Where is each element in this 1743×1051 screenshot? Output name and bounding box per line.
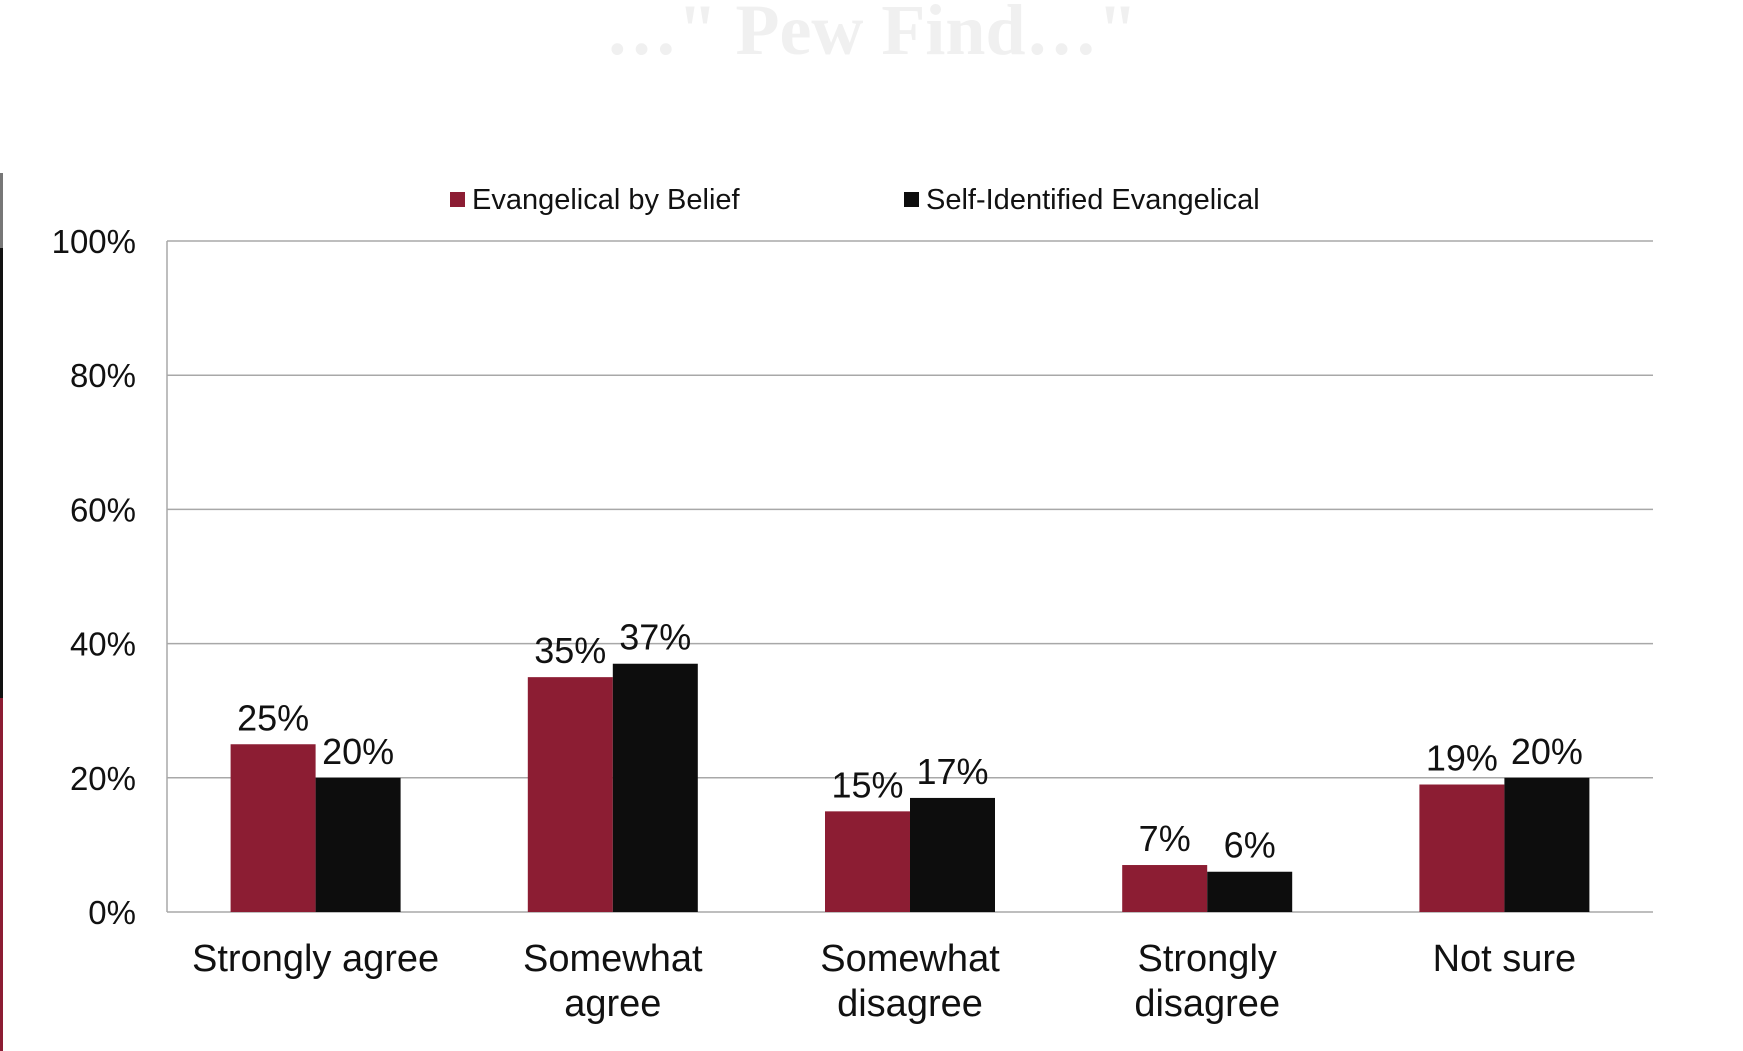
y-axis-ticks: 0% 20% 40% 60% 80% 100% [52, 223, 136, 931]
bar-self-4 [1504, 777, 1590, 912]
bars [230, 663, 1590, 912]
x-tick-label: Somewhat agree [523, 938, 703, 1025]
x-tick-line: disagree [837, 983, 983, 1025]
x-tick-line: Strongly agree [192, 938, 439, 980]
bar-belief-1 [527, 677, 613, 912]
x-tick-label: Somewhat disagree [820, 938, 1000, 1025]
y-tick-label: 40% [70, 626, 136, 663]
data-label: 37% [619, 617, 691, 658]
data-label: 15% [831, 764, 903, 805]
x-tick-line: disagree [1134, 983, 1280, 1025]
legend-label: Evangelical by Belief [472, 184, 741, 216]
bar-self-3 [1207, 871, 1293, 912]
y-tick-label: 80% [70, 357, 136, 394]
y-tick-label: 100% [52, 223, 136, 260]
data-label: 25% [237, 697, 309, 738]
y-tick-label: 0% [88, 894, 136, 931]
x-tick-line: agree [564, 983, 661, 1025]
bar-self-0 [315, 777, 401, 912]
data-label: 35% [534, 630, 606, 671]
x-tick-label: Strongly agree [192, 938, 439, 980]
x-tick-line: Strongly [1137, 938, 1276, 980]
bar-self-2 [910, 797, 995, 912]
x-tick-line: Somewhat [523, 938, 703, 980]
legend-swatch-self [904, 192, 919, 207]
data-label: 19% [1426, 738, 1498, 779]
data-label: 6% [1224, 825, 1276, 866]
x-tick-label: Strongly disagree [1134, 938, 1280, 1025]
legend-label: Self-Identified Evangelical [926, 184, 1260, 216]
y-tick-label: 20% [70, 760, 136, 797]
legend-swatch-belief [450, 192, 465, 207]
y-tick-label: 60% [70, 491, 136, 528]
data-label: 20% [1511, 731, 1583, 772]
faded-page-title: …" Pew Find…" [605, 0, 1138, 70]
slide-edge-accent-gray [0, 173, 3, 248]
slide-edge-accent-black [0, 248, 3, 698]
data-labels: 25% 20% 35% 37% 15% 17% 7% 6% 19% 20% [237, 617, 1583, 866]
x-tick-label: Not sure [1433, 938, 1577, 980]
data-label: 20% [322, 731, 394, 772]
x-tick-line: Not sure [1433, 938, 1577, 980]
legend: Evangelical by Belief Self-Identified Eva… [450, 184, 1260, 216]
x-tick-line: Somewhat [820, 938, 1000, 980]
bar-belief-0 [230, 744, 316, 912]
bar-belief-3 [1122, 865, 1208, 912]
bar-belief-2 [825, 811, 910, 912]
slide-edge-accent-red [0, 698, 3, 1051]
bar-belief-4 [1419, 784, 1505, 912]
data-label: 17% [916, 751, 988, 792]
data-label: 7% [1139, 818, 1191, 859]
bar-self-1 [612, 663, 698, 912]
